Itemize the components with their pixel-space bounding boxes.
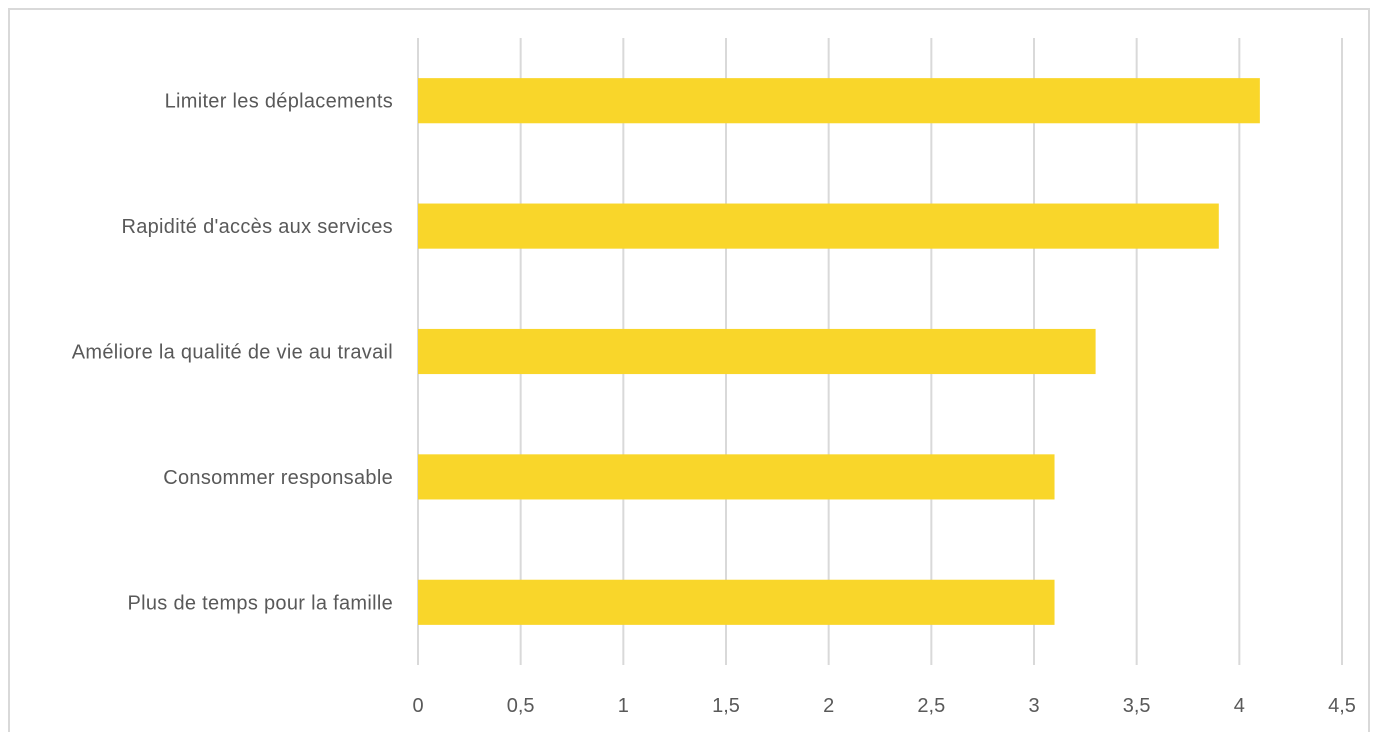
category-label: Limiter les déplacements: [165, 91, 393, 113]
x-tick-label: 4: [1234, 695, 1245, 717]
x-tick-label: 3,5: [1123, 695, 1151, 717]
category-label: Plus de temps pour la famille: [128, 592, 394, 614]
bar: [418, 328, 1096, 375]
x-tick-label: 0: [412, 695, 423, 717]
x-tick-label: 2: [823, 695, 834, 717]
x-tick-label: 1: [618, 695, 629, 717]
x-tick-label: 0,5: [507, 695, 535, 717]
bar: [418, 78, 1260, 124]
bar: [418, 203, 1219, 249]
bar-layer: [418, 78, 1260, 625]
x-tick-label: 1,5: [712, 695, 740, 717]
category-label-layer: Limiter les déplacements Rapidité d'accès…: [72, 91, 393, 615]
category-label: Améliore la qualité de vie au travail: [72, 342, 393, 364]
x-tick-label: 2,5: [917, 695, 945, 717]
x-tick-label: 3: [1028, 695, 1039, 717]
x-tick-label: 4,5: [1328, 695, 1356, 717]
bar: [418, 454, 1055, 500]
category-label: Rapidité d'accès aux services: [121, 216, 393, 238]
tick-label-layer: 0 0,5 1 1,5 2 2,5 3 3,5 4 4,5: [412, 695, 1355, 717]
bar: [418, 579, 1055, 625]
category-label: Consommer responsable: [163, 467, 393, 489]
